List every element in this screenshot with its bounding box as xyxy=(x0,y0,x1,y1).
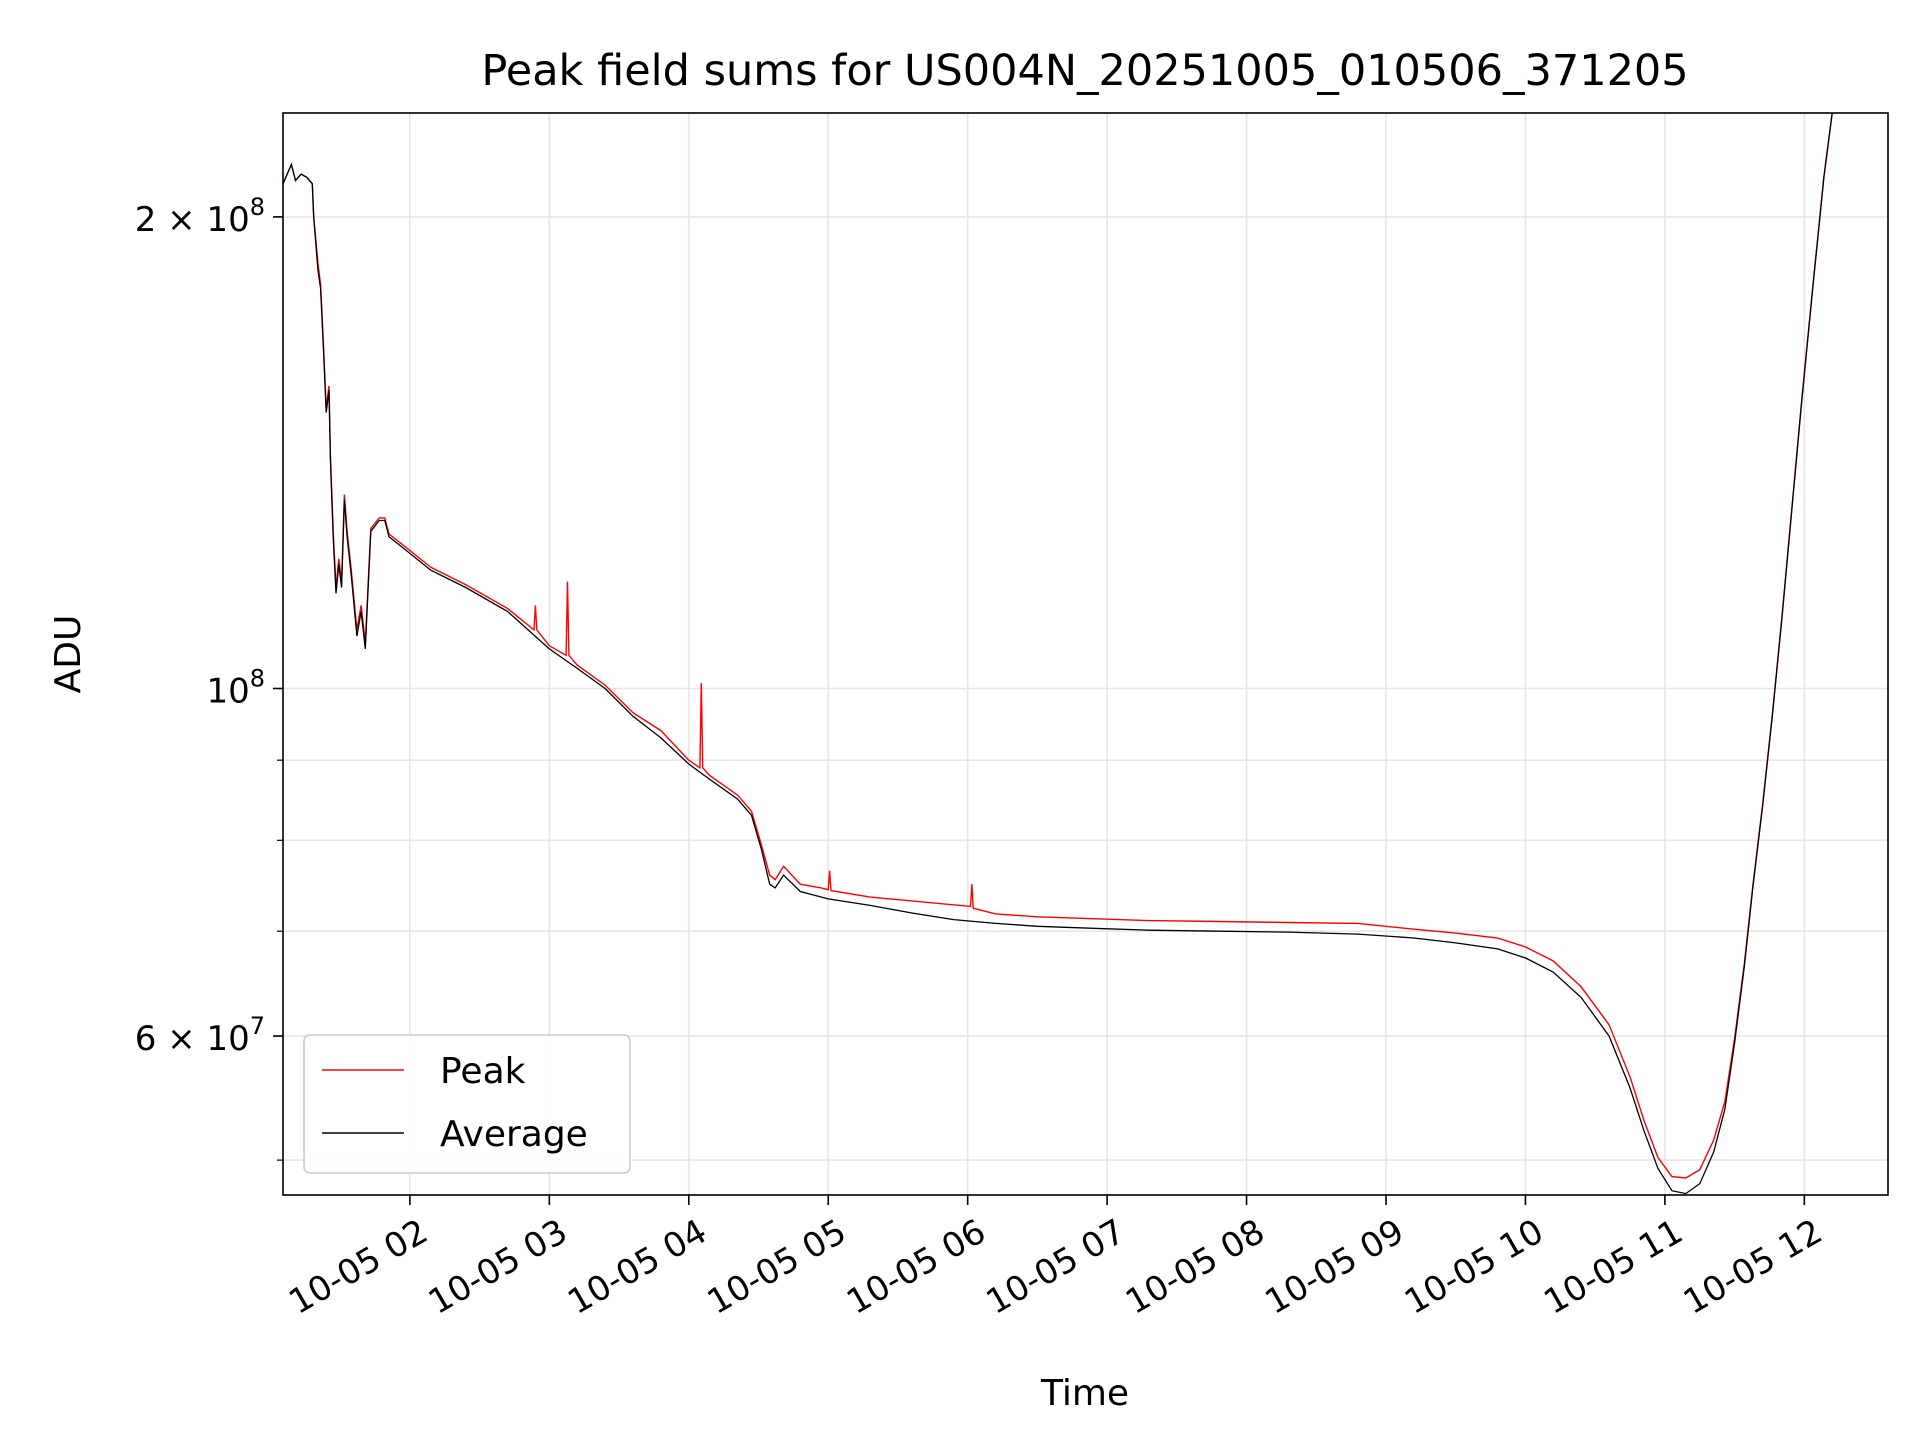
y-tick-label: 6 × 107 xyxy=(135,1012,265,1059)
series-layer xyxy=(283,113,1833,1195)
y-tick-label: 108 xyxy=(206,665,265,712)
legend: Peak Average xyxy=(303,1034,631,1174)
y-axis: 6 × 107 108 2 × 108 xyxy=(135,193,283,1161)
legend-average-label: Average xyxy=(440,1114,588,1155)
y-tick-label: 2 × 108 xyxy=(135,193,265,240)
x-axis-label: Time xyxy=(1040,1373,1129,1414)
chart-title: Peak field sums for US004N_20251005_0105… xyxy=(481,46,1688,96)
legend-peak-label: Peak xyxy=(440,1051,526,1092)
average-series-line xyxy=(283,113,1833,1195)
y-axis-label: ADU xyxy=(48,615,89,694)
peak-series-line xyxy=(283,113,1833,1179)
grid xyxy=(283,113,1888,1195)
plot-frame xyxy=(282,112,1889,1196)
